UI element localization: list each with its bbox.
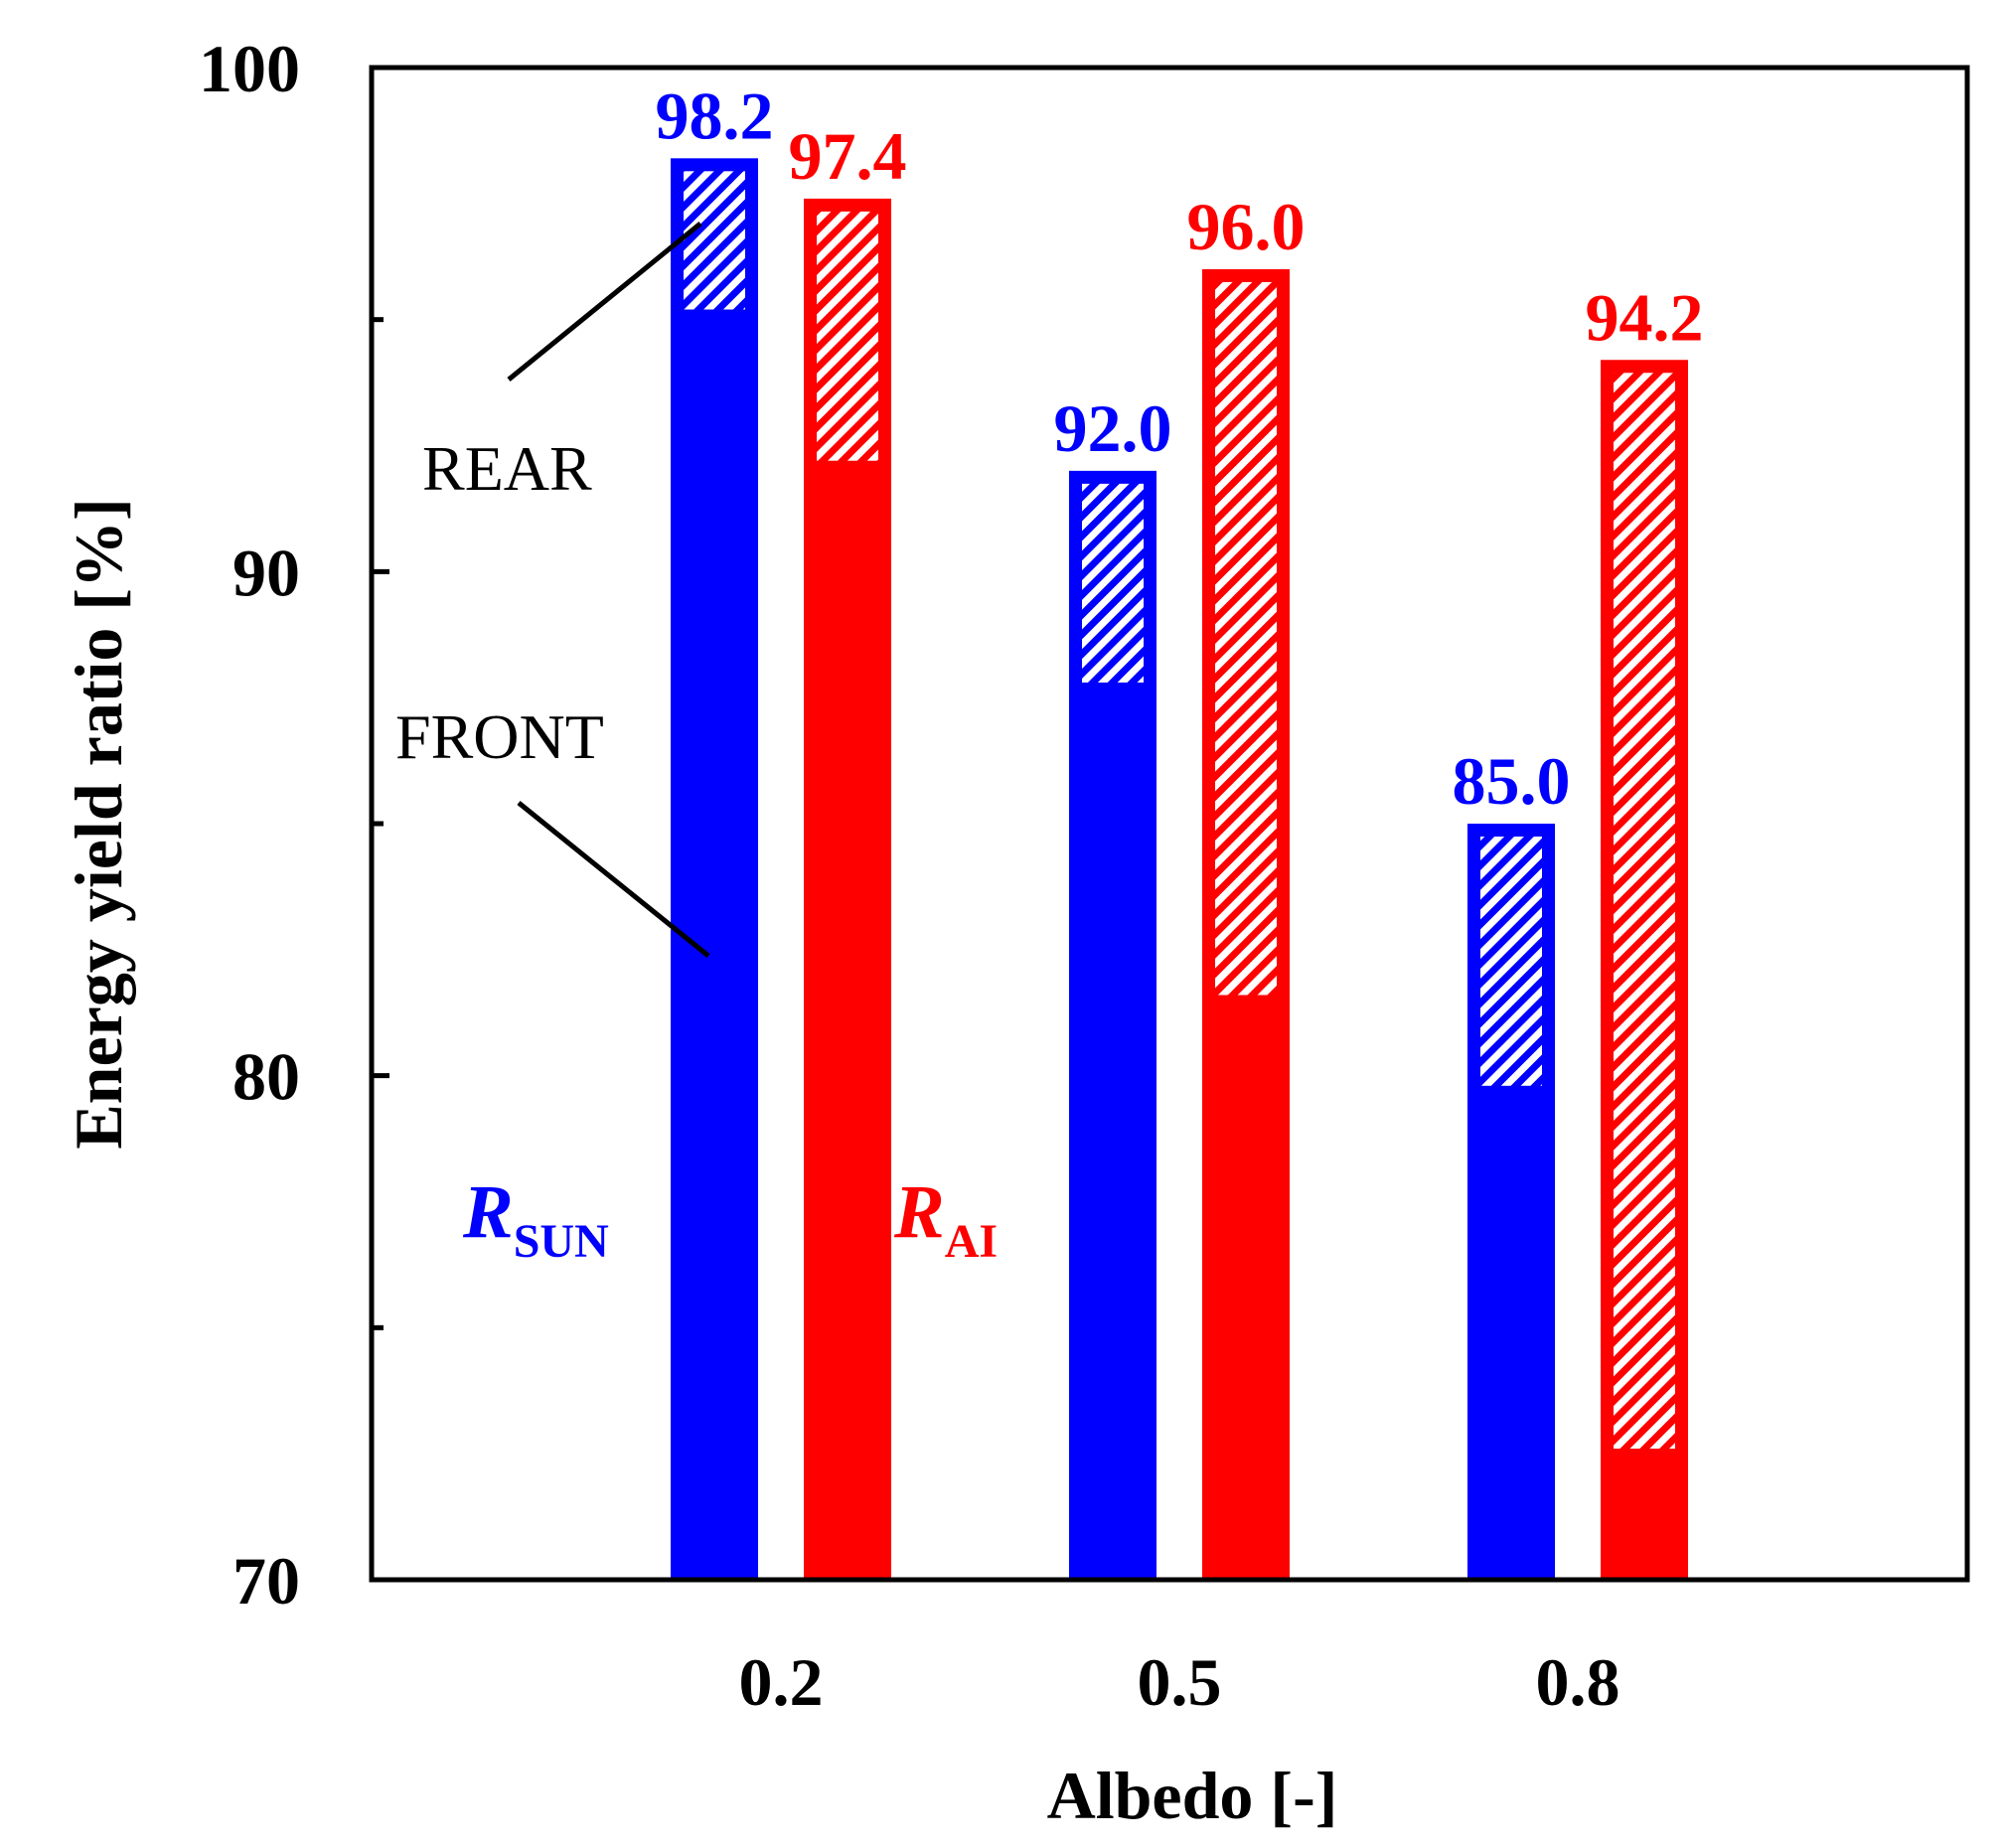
value-label-r-ai-0.2: 97.4 [789,118,907,194]
y-tick-label-70: 70 [232,1543,300,1618]
x-axis-title: Albedo [-] [1047,1758,1338,1833]
x-category-label-0.8: 0.8 [1536,1644,1620,1720]
bar-r-sun-0.2 [671,158,758,1580]
y-axis-ticks: 70 80 90 100 [199,31,389,1618]
value-labels: 0.2 98.297.4 0.5 92.0 96.0 0.8 85.0 94.2 [656,77,1704,1720]
y-tick-label-100: 100 [199,31,300,106]
legend-r-sun-sub: SUN [514,1215,609,1268]
legend-r-ai-sub: AI [945,1215,998,1268]
bar-rear-r-sun-0.5 [1082,483,1144,683]
legend-r-sun: RSUN [462,1170,609,1268]
y-axis-title: Energy yield ratio [%] [61,498,136,1149]
front-pointer-line [517,801,710,958]
bar-rear-r-sun-0.8 [1480,837,1542,1086]
value-label-r-sun-0.5: 92.0 [1054,390,1172,466]
bar-rear-r-sun-0.2 [684,171,745,310]
y-tick-label-90: 90 [232,535,300,610]
bar-rear-r-ai-0.2 [817,211,878,461]
bar-rear-r-ai-0.5 [1215,281,1277,996]
bar-rear-r-ai-0.8 [1614,373,1675,1450]
legend-r-ai: RAI [893,1170,998,1268]
value-label-r-sun-0.8: 85.0 [1453,743,1571,819]
bars-layer [671,158,1688,1581]
rear-annotation: REAR [422,433,592,504]
value-label-r-ai-0.8: 94.2 [1586,279,1704,355]
legend-r-ai-main: R [893,1170,945,1254]
value-label-r-sun-0.2: 98.2 [656,77,774,153]
value-label-r-ai-0.5: 96.0 [1187,189,1306,264]
front-annotation: FRONT [395,701,604,772]
legend-r-sun-main: R [462,1170,514,1254]
x-category-label-0.2: 0.2 [739,1644,824,1720]
y-tick-label-80: 80 [232,1039,300,1115]
x-category-label-0.5: 0.5 [1138,1644,1222,1720]
rear-pointer-line [507,222,702,382]
